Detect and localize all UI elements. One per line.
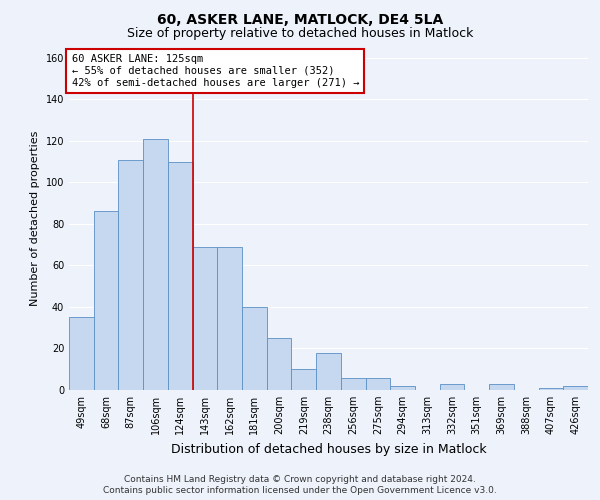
Text: Contains HM Land Registry data © Crown copyright and database right 2024.: Contains HM Land Registry data © Crown c… (124, 475, 476, 484)
Bar (242, 307, 267, 390)
Bar (217, 247, 242, 390)
Bar (316, 352, 341, 390)
Bar (489, 384, 514, 390)
Bar (118, 160, 143, 390)
Bar (341, 378, 365, 390)
X-axis label: Distribution of detached houses by size in Matlock: Distribution of detached houses by size … (170, 442, 487, 456)
Bar (440, 384, 464, 390)
Bar (365, 378, 390, 390)
Bar (69, 318, 94, 390)
Bar (94, 212, 118, 390)
Bar (539, 388, 563, 390)
Bar (168, 162, 193, 390)
Bar (193, 247, 217, 390)
Y-axis label: Number of detached properties: Number of detached properties (30, 131, 40, 306)
Bar (563, 386, 588, 390)
Text: 60, ASKER LANE, MATLOCK, DE4 5LA: 60, ASKER LANE, MATLOCK, DE4 5LA (157, 12, 443, 26)
Bar (267, 338, 292, 390)
Text: Size of property relative to detached houses in Matlock: Size of property relative to detached ho… (127, 28, 473, 40)
Text: Contains public sector information licensed under the Open Government Licence v3: Contains public sector information licen… (103, 486, 497, 495)
Text: 60 ASKER LANE: 125sqm
← 55% of detached houses are smaller (352)
42% of semi-det: 60 ASKER LANE: 125sqm ← 55% of detached … (71, 54, 359, 88)
Bar (292, 369, 316, 390)
Bar (143, 139, 168, 390)
Bar (390, 386, 415, 390)
